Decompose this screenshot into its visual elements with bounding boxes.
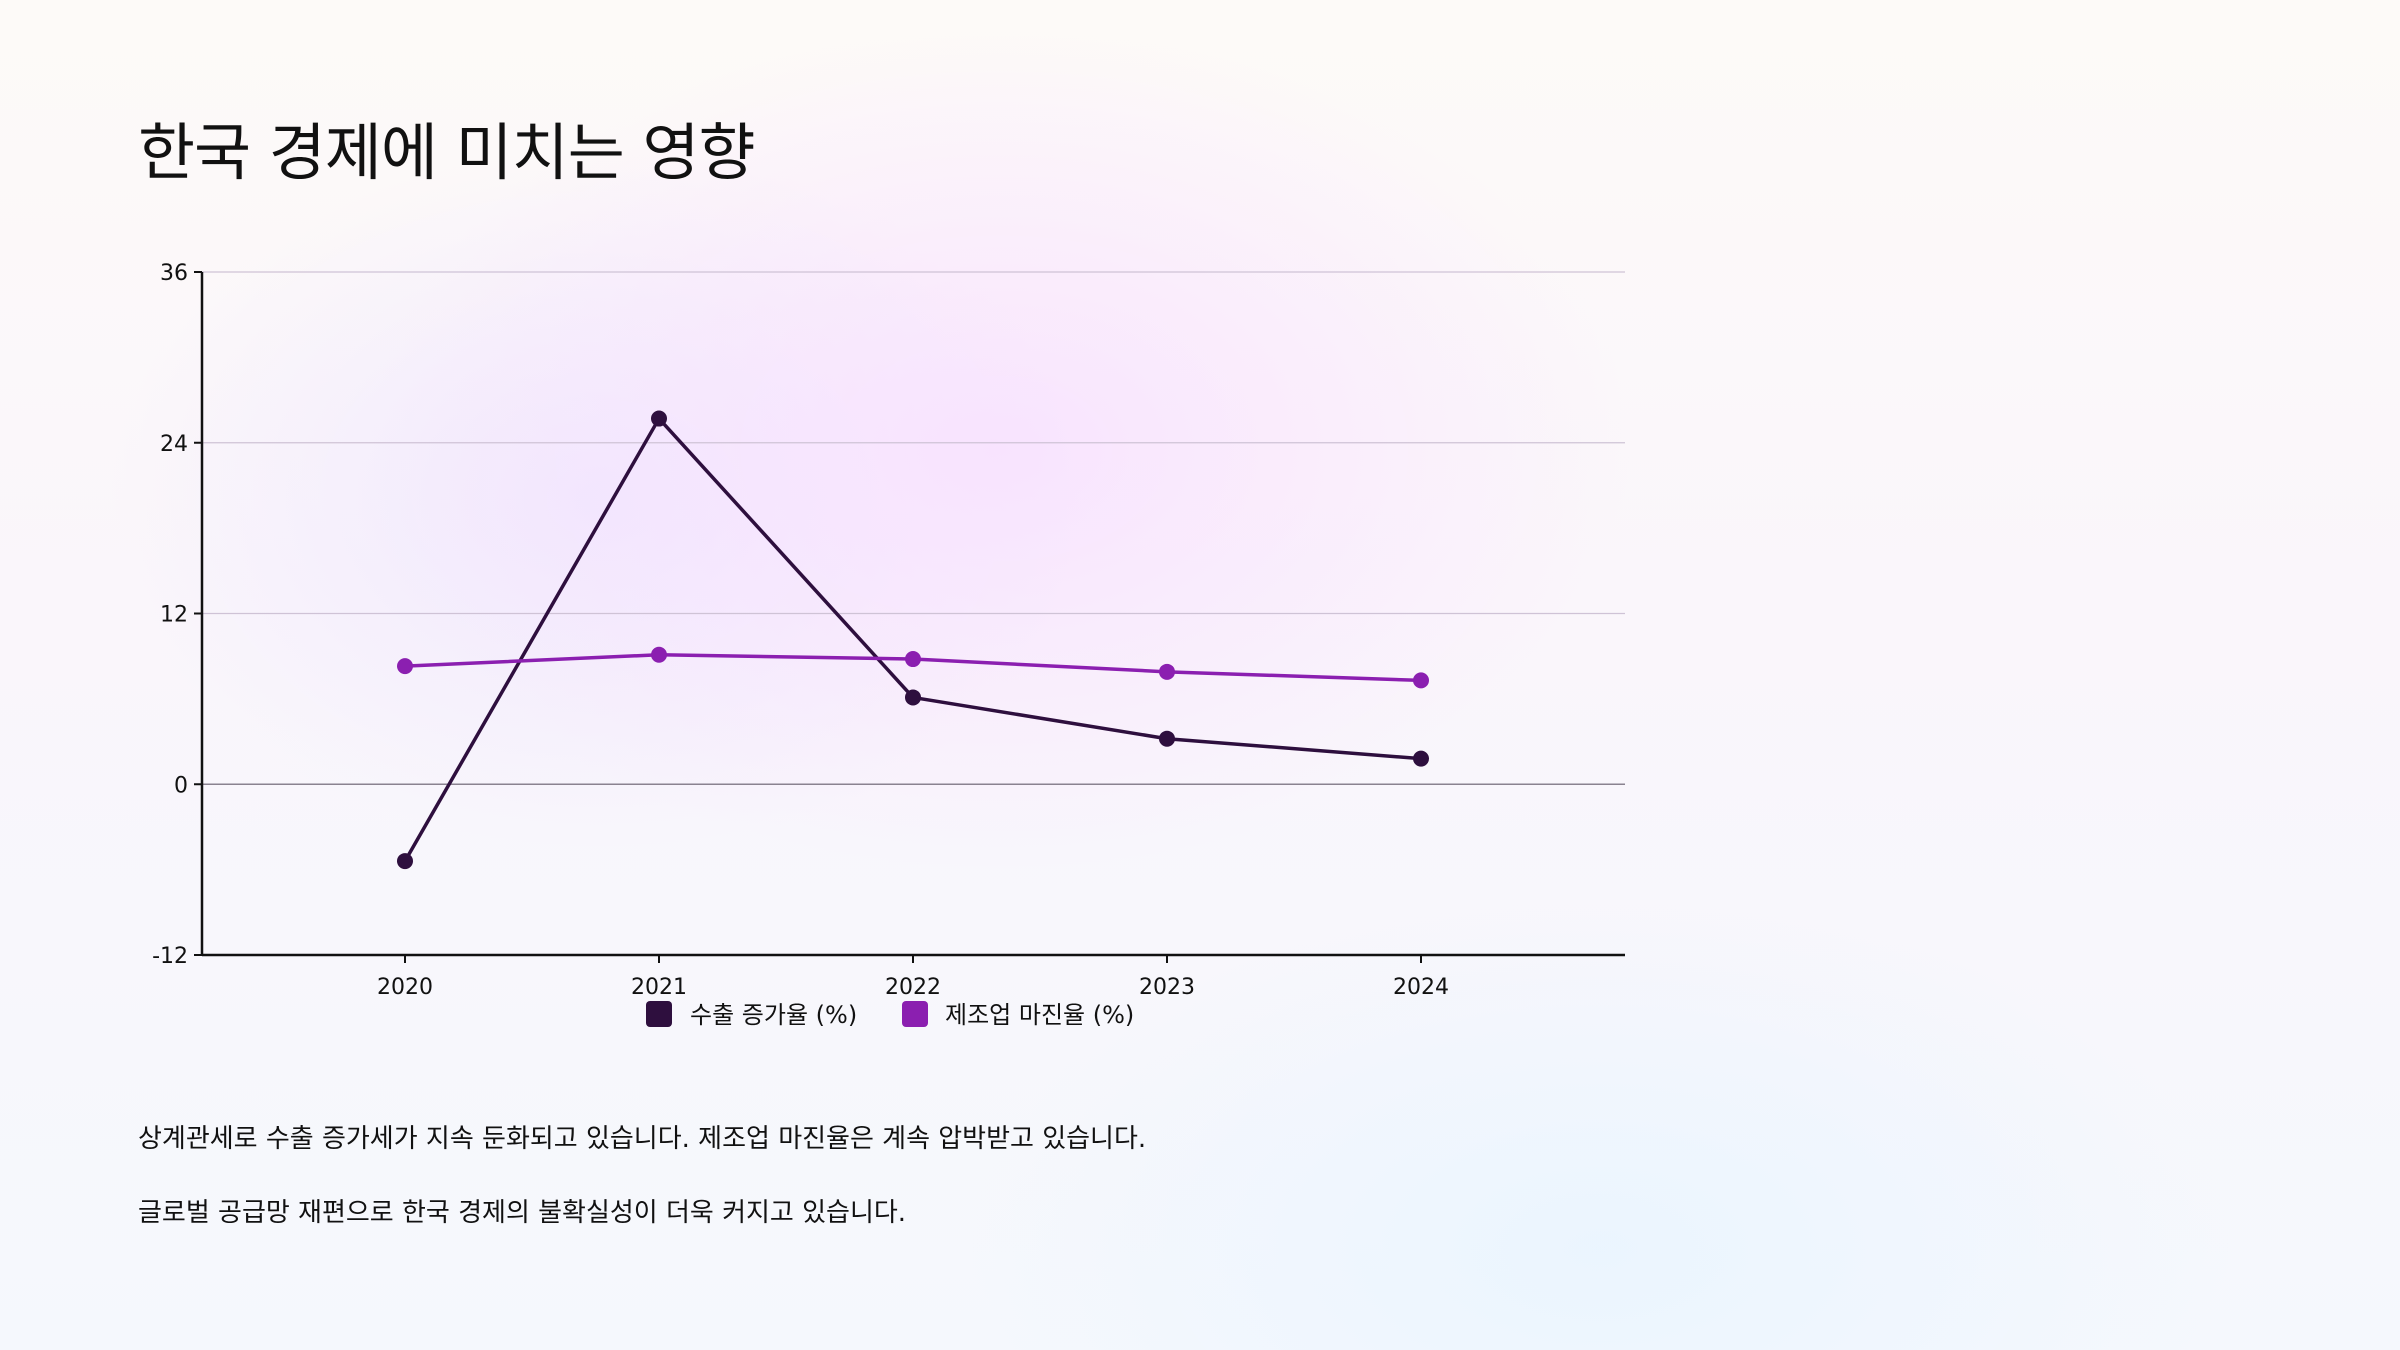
- data-point: [905, 689, 921, 706]
- chart-gridlines: [202, 271, 1625, 786]
- x-axis-ticks: 2020 2021 2022 2023 2024: [377, 955, 1449, 1000]
- body-note-export-slowdown: 상계관세로 수출 증가세가 지속 둔화되고 있습니다. 제조업 마진율은 계속 …: [138, 1124, 1147, 1154]
- legend-item-2: 제조업 마진율 (%): [902, 1001, 1134, 1029]
- legend-swatch: [902, 1001, 928, 1027]
- line-chart: -12 0 12 24 36 2020 2021 2022 2023 2024 수출 증가율 (…: [152, 261, 1625, 1029]
- page-title: 한국 경제에 미치는 영향: [138, 116, 756, 189]
- x-tick-label: 2020: [377, 975, 433, 1000]
- y-tick-label: 36: [160, 261, 188, 286]
- chart-series: [397, 410, 1429, 870]
- data-point: [905, 651, 921, 668]
- data-point: [651, 646, 667, 663]
- chart-legend: 수출 증가율 (%) 제조업 마진율 (%): [646, 1001, 1134, 1029]
- x-tick-label: 2022: [885, 975, 941, 1000]
- legend-item-1: 수출 증가율 (%): [646, 1001, 857, 1029]
- y-axis-ticks: -12 0 12 24 36: [152, 261, 202, 969]
- series-2: [397, 646, 1429, 689]
- series-1: [397, 410, 1429, 870]
- data-point: [1159, 663, 1175, 680]
- data-point: [1159, 730, 1175, 747]
- y-tick-label: 12: [160, 603, 188, 628]
- y-tick-label: 24: [160, 432, 188, 457]
- legend-swatch: [646, 1001, 672, 1027]
- x-tick-label: 2021: [631, 975, 687, 1000]
- y-tick-label: -12: [152, 944, 188, 969]
- legend-label: 제조업 마진율 (%): [945, 1001, 1134, 1029]
- data-point: [1413, 672, 1429, 689]
- data-point: [1413, 750, 1429, 767]
- body-note-supply-chain: 글로벌 공급망 재편으로 한국 경제의 불확실성이 더욱 커지고 있습니다.: [138, 1198, 907, 1228]
- data-point: [651, 410, 667, 427]
- x-tick-label: 2024: [1393, 975, 1449, 1000]
- series-line: [403, 416, 1422, 862]
- data-point: [397, 658, 413, 675]
- x-tick-label: 2023: [1139, 975, 1195, 1000]
- legend-label: 수출 증가율 (%): [690, 1001, 857, 1029]
- data-point: [397, 853, 413, 870]
- y-tick-label: 0: [174, 773, 188, 798]
